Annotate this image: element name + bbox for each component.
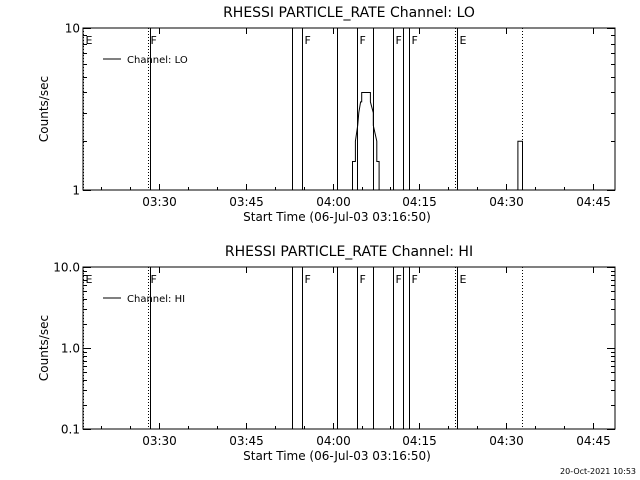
event-label: F xyxy=(305,273,311,286)
y-tick-label: 1 xyxy=(72,184,80,198)
y-tick-label: 10.0 xyxy=(53,261,80,275)
event-label: E xyxy=(86,273,93,286)
x-tick-label: 03:30 xyxy=(142,434,177,448)
x-axis-label: Start Time (06-Jul-03 03:16:50) xyxy=(243,210,431,224)
x-tick-label: 04:30 xyxy=(489,434,524,448)
event-label: F xyxy=(360,34,366,47)
y-axis-label: Counts/sec xyxy=(37,315,51,381)
event-label: F xyxy=(396,273,402,286)
event-label: F xyxy=(412,34,418,47)
y-tick-label: 1.0 xyxy=(61,342,80,356)
series-line-1 xyxy=(351,92,382,191)
event-label: F xyxy=(396,34,402,47)
event-label: E xyxy=(460,34,467,47)
x-tick-label: 04:30 xyxy=(489,195,524,209)
event-label: F xyxy=(412,273,418,286)
y-axis-label: Counts/sec xyxy=(37,76,51,142)
chart-title: RHESSI PARTICLE_RATE Channel: LO xyxy=(223,5,475,21)
event-label: F xyxy=(360,273,366,286)
y-tick-label: 0.1 xyxy=(61,423,80,437)
x-tick-label: 03:45 xyxy=(229,195,264,209)
x-tick-label: 04:45 xyxy=(576,195,611,209)
series-line-2 xyxy=(516,140,524,191)
x-axis-label: Start Time (06-Jul-03 03:16:50) xyxy=(243,449,431,463)
chart-panel-1: RHESSI PARTICLE_RATE Channel: LOE F F F F F E0… xyxy=(37,5,616,224)
event-label: F xyxy=(151,273,157,286)
chart-title: RHESSI PARTICLE_RATE Channel: HI xyxy=(225,244,473,260)
x-tick-label: 04:00 xyxy=(316,195,351,209)
chart-panel-2: RHESSI PARTICLE_RATE Channel: HIE F F F F F E0… xyxy=(37,244,616,463)
event-label: F xyxy=(305,34,311,47)
x-tick-label: 03:30 xyxy=(142,195,177,209)
x-tick-label: 04:15 xyxy=(402,434,437,448)
timestamp: 20-Oct-2021 10:53 xyxy=(560,467,636,476)
y-tick-label: 10 xyxy=(65,22,80,36)
x-tick-label: 04:45 xyxy=(576,434,611,448)
x-tick-label: 03:45 xyxy=(229,434,264,448)
event-label: E xyxy=(86,34,93,47)
x-tick-label: 04:15 xyxy=(402,195,437,209)
x-tick-label: 04:00 xyxy=(316,434,351,448)
legend-entry: Channel: HI xyxy=(127,294,185,305)
event-label: F xyxy=(151,34,157,47)
event-label: E xyxy=(460,273,467,286)
legend-entry: Channel: LO xyxy=(127,55,188,66)
